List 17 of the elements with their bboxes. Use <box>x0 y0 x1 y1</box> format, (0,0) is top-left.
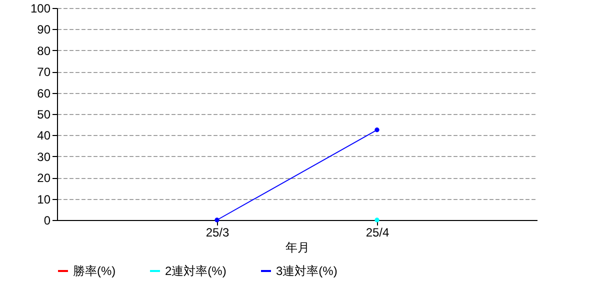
legend-label: 2連対率(%) <box>165 264 226 278</box>
x-tick-label: 25/3 <box>206 226 230 240</box>
y-tick-label: 60 <box>37 86 51 100</box>
y-tick-label: 20 <box>37 171 51 186</box>
y-tick-label: 100 <box>30 2 51 16</box>
y-tick-label: 70 <box>37 65 51 80</box>
y-tick-label: 90 <box>37 22 51 37</box>
y-tick-label: 30 <box>37 150 51 164</box>
legend-label: 勝率(%) <box>73 264 116 278</box>
x-tick-label: 25/4 <box>366 226 390 240</box>
y-tick-label: 80 <box>37 44 51 58</box>
x-axis-title: 年月 <box>286 240 310 254</box>
y-tick-label: 10 <box>37 192 51 206</box>
legend-label: 3連対率(%) <box>276 264 338 278</box>
y-tick-label: 0 <box>44 214 51 228</box>
y-tick-label: 40 <box>37 128 51 143</box>
y-tick-label: 50 <box>37 108 51 122</box>
